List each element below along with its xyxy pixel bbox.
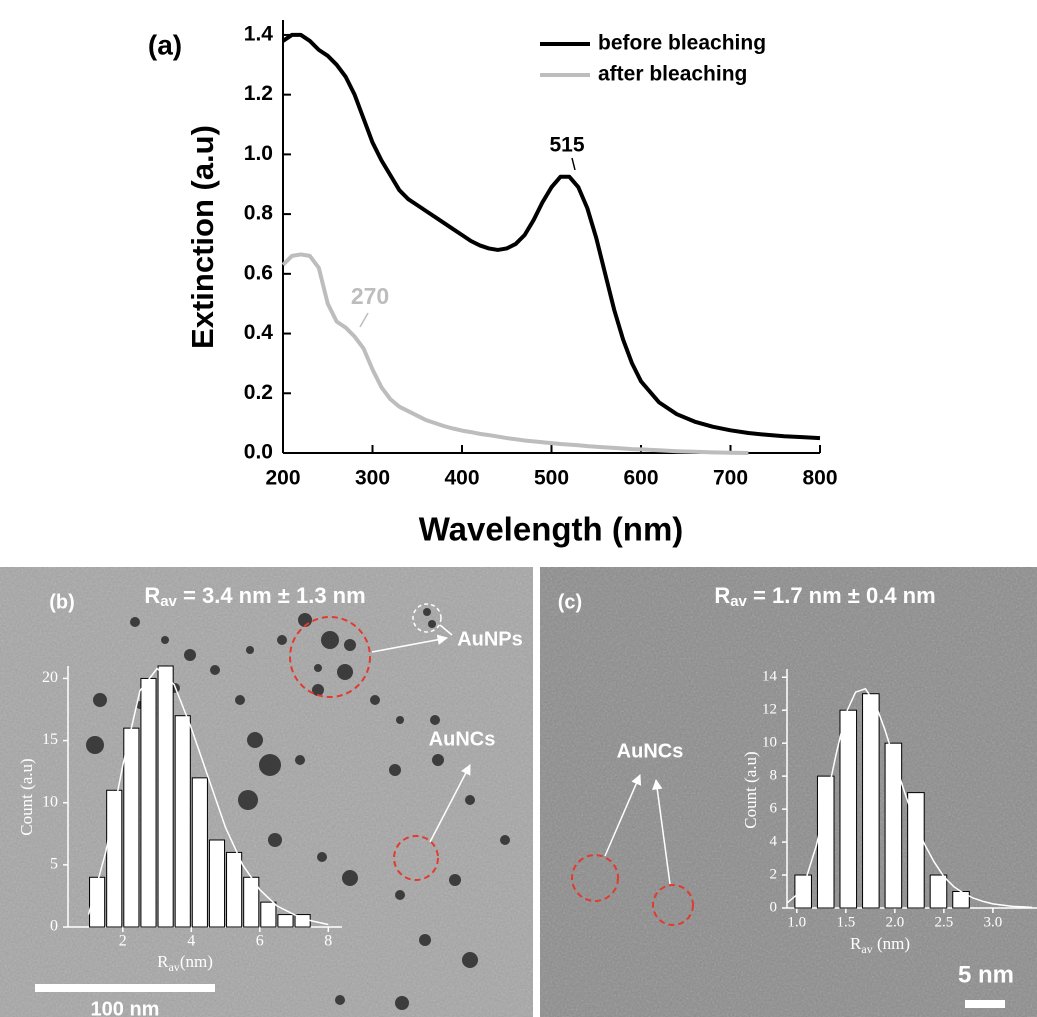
x-tick-label: 700 (713, 467, 748, 490)
y-tick-label: 4 (770, 834, 778, 850)
histogram-bar (174, 715, 191, 928)
x-tick-label: 200 (265, 467, 300, 490)
y-tick-label: 1.0 (244, 142, 273, 165)
x-tick-label: 8 (324, 933, 332, 950)
y-tick-label: 10 (762, 735, 777, 751)
annotation: AuNCs (617, 740, 684, 762)
histogram-bar (862, 693, 880, 909)
histogram-bar (952, 891, 970, 909)
y-tick-label: 0.0 (244, 441, 273, 464)
y-tick-label: 5 (50, 856, 58, 873)
histogram-bar (816, 775, 835, 909)
x-tick-label: 1.0 (787, 914, 806, 930)
label-part: R (144, 583, 160, 608)
x-tick-label: 300 (355, 467, 390, 490)
panel-title: Rav = 3.4 nm ± 1.3 nm (144, 583, 365, 610)
histogram-bar (884, 742, 903, 909)
y-tick-label: 6 (770, 801, 778, 817)
y-tick-label: 15 (42, 731, 58, 748)
y-tick-label: 14 (762, 669, 778, 685)
x-tick-label: 500 (534, 467, 569, 490)
fit-curve (786, 687, 1033, 909)
y-tick-label: 8 (770, 768, 778, 784)
legend-label: before bleaching (598, 32, 766, 55)
y-axis-label: Count (a.u) (17, 758, 36, 835)
label-part: (nm) (873, 934, 910, 953)
histogram-bar (208, 839, 226, 928)
annotation: AuNCs (429, 728, 496, 750)
y-tick-label: 0.8 (244, 202, 274, 225)
label-part: (nm) (180, 952, 213, 971)
series-line (281, 252, 749, 455)
y-tick-label: 20 (42, 669, 58, 686)
histogram-bar (123, 727, 140, 928)
y-tick-label: 10 (42, 793, 58, 810)
label-part: av (730, 593, 747, 610)
x-tick-label: 800 (802, 467, 837, 490)
fit-curve (87, 667, 329, 926)
annotation: AuNPs (457, 628, 523, 650)
x-axis-label: Wavelength (nm) (419, 511, 684, 548)
y-tick-label: 0.6 (244, 261, 273, 284)
y-tick-label: 12 (762, 702, 777, 718)
histogram-bar (140, 677, 157, 928)
tem-image-c (540, 567, 1037, 1017)
peak-label: 270 (351, 283, 389, 309)
label-part: = 3.4 nm ± 1.3 nm (177, 583, 366, 608)
histogram-bar (794, 874, 812, 909)
histogram-bar (191, 777, 208, 928)
x-tick-label: 2 (119, 933, 127, 950)
peak-label: 515 (549, 134, 584, 157)
x-axis-label: Rav (nm) (850, 934, 910, 956)
histogram-bar (907, 792, 925, 909)
histogram-bar (839, 709, 858, 909)
histogram-bar (260, 901, 277, 928)
legend-label: after bleaching (598, 63, 747, 86)
series-line (281, 32, 821, 441)
y-tick-label: 2 (770, 866, 778, 882)
x-tick-label: 4 (187, 933, 195, 950)
panel-label: (b) (49, 591, 75, 613)
panel-label: (c) (558, 591, 582, 613)
label-part: R (157, 952, 169, 971)
scale-bar-label: 5 nm (958, 961, 1014, 988)
label-part: R (714, 583, 730, 608)
y-axis-label: Count (a.u) (741, 751, 760, 828)
peak-leader (359, 312, 369, 328)
y-tick-label: 0.4 (244, 321, 274, 344)
histogram-bar (89, 876, 106, 928)
x-tick-label: 600 (623, 467, 658, 490)
x-tick-label: 2.0 (885, 914, 904, 930)
y-tick-label: 0 (770, 899, 778, 915)
y-tick-label: 1.2 (244, 82, 273, 105)
label-part: av (160, 593, 177, 610)
panel-title: Rav = 1.7 nm ± 0.4 nm (714, 583, 935, 610)
label-part: = 1.7 nm ± 0.4 nm (747, 583, 936, 608)
histogram-bar (157, 665, 174, 928)
histogram-bar (929, 874, 948, 909)
x-tick-label: 1.5 (836, 914, 855, 930)
x-axis-label: Rav(nm) (157, 952, 213, 974)
x-tick-label: 2.5 (934, 914, 953, 930)
peak-leader (571, 157, 576, 171)
label-part: av (861, 942, 872, 956)
label-part: R (850, 934, 862, 953)
y-tick-label: 0.2 (244, 381, 273, 404)
y-axis-label: Extinction (a.u) (185, 125, 220, 349)
scale-bar-label: 100 nm (91, 998, 160, 1017)
histogram-bar (277, 914, 294, 928)
y-tick-label: 0 (50, 918, 58, 935)
y-tick-label: 1.4 (244, 22, 274, 45)
label-part: av (168, 960, 179, 974)
x-tick-label: 6 (256, 933, 264, 950)
panel-label: (a) (148, 29, 182, 60)
panel-gap (533, 567, 540, 1017)
tem-image-b (0, 567, 533, 1017)
x-tick-label: 400 (444, 467, 479, 490)
x-tick-label: 3.0 (984, 914, 1003, 930)
histogram-bar (226, 851, 243, 928)
